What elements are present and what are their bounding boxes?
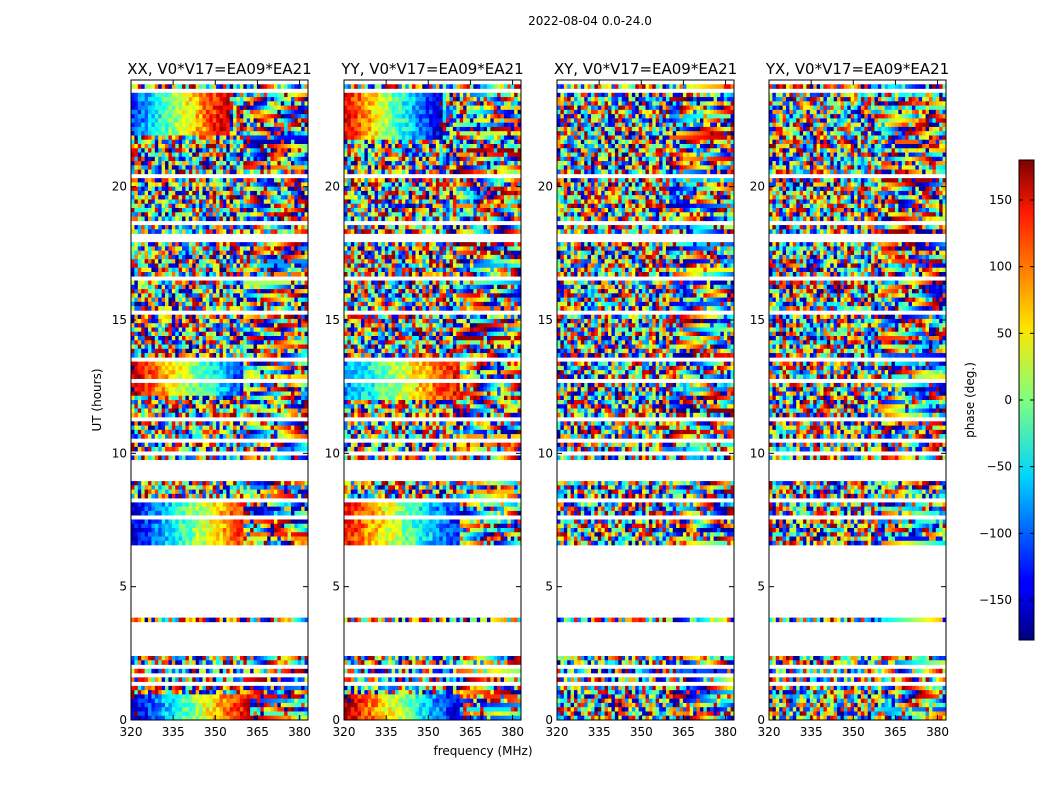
panel-title: YX, V0*V17=EA09*EA21 xyxy=(765,60,949,78)
phase-heatmap xyxy=(769,80,946,720)
x-tick-label: 380 xyxy=(926,725,949,739)
x-tick-label: 365 xyxy=(246,725,269,739)
colorbar-tick-label: −100 xyxy=(979,526,1012,540)
colorbar-tick-label: −50 xyxy=(987,460,1012,474)
y-tick-label: 15 xyxy=(112,313,127,327)
panel-frame xyxy=(343,79,522,721)
y-tick-label: 10 xyxy=(325,446,340,460)
x-tick-label: 380 xyxy=(288,725,311,739)
x-tick-label: 380 xyxy=(501,725,524,739)
panel-title: XX, V0*V17=EA09*EA21 xyxy=(127,60,311,78)
y-tick-label: 5 xyxy=(119,580,127,594)
panel-frame xyxy=(130,79,309,721)
y-tick-label: 15 xyxy=(325,313,340,327)
panel-title: YY, V0*V17=EA09*EA21 xyxy=(340,60,523,78)
x-tick-label: 320 xyxy=(546,725,569,739)
x-tick-label: 350 xyxy=(417,725,440,739)
x-tick-label: 320 xyxy=(120,725,143,739)
x-tick-label: 335 xyxy=(162,725,185,739)
colorbar-tick-label: 150 xyxy=(989,193,1012,207)
colorbar-tick-label: −150 xyxy=(979,593,1012,607)
phase-heatmap xyxy=(557,80,734,720)
phase-heatmap xyxy=(344,80,521,720)
x-tick-label: 350 xyxy=(630,725,653,739)
x-tick-label: 365 xyxy=(884,725,907,739)
panel-title: XY, V0*V17=EA09*EA21 xyxy=(554,60,737,78)
x-tick-label: 335 xyxy=(800,725,823,739)
x-tick-label: 365 xyxy=(459,725,482,739)
panel-yx: YX, V0*V17=EA09*EA21 0 5 10 15 20 320 335 350 365… xyxy=(750,60,949,739)
x-tick-label: 365 xyxy=(672,725,695,739)
x-tick-label: 350 xyxy=(842,725,865,739)
y-tick-label: 5 xyxy=(757,580,765,594)
phase-heatmap xyxy=(131,80,308,720)
x-tick-label: 320 xyxy=(333,725,356,739)
y-tick-label: 20 xyxy=(112,180,127,194)
panel-xx: XX, V0*V17=EA09*EA21 0 5 10 15 20 320 335 350 365… xyxy=(112,60,312,739)
x-tick-label: 380 xyxy=(714,725,737,739)
x-tick-label: 335 xyxy=(375,725,398,739)
y-tick-label: 10 xyxy=(112,446,127,460)
panel-xy: XY, V0*V17=EA09*EA21 0 5 10 15 20 320 335 350 365… xyxy=(538,60,737,739)
y-tick-label: 15 xyxy=(750,313,765,327)
y-tick-label: 0 xyxy=(119,713,127,727)
colorbar-tick-label: 100 xyxy=(989,260,1012,274)
y-tick-label: 10 xyxy=(750,446,765,460)
y-tick-label: 5 xyxy=(332,580,340,594)
panel-frame xyxy=(556,79,735,721)
y-tick-label: 0 xyxy=(545,713,553,727)
y-tick-label: 20 xyxy=(750,180,765,194)
colorbar-tick-label: 50 xyxy=(997,326,1012,340)
x-tick-label: 320 xyxy=(758,725,781,739)
figure-suptitle: 2022-08-04 0.0-24.0 xyxy=(0,14,1050,28)
colorbar-label: phase (deg.) xyxy=(963,362,977,438)
panel-frame xyxy=(768,79,947,721)
x-axis-label: frequency (MHz) xyxy=(433,744,532,758)
y-tick-label: 0 xyxy=(332,713,340,727)
colorbar: 150 100 50 0 −50 −100 −150 xyxy=(979,159,1035,641)
y-tick-label: 20 xyxy=(538,180,553,194)
y-tick-label: 0 xyxy=(757,713,765,727)
y-tick-label: 10 xyxy=(538,446,553,460)
x-tick-label: 350 xyxy=(204,725,227,739)
y-tick-label: 15 xyxy=(538,313,553,327)
colorbar-tick-label: 0 xyxy=(1004,393,1012,407)
y-tick-label: 20 xyxy=(325,180,340,194)
y-axis-label: UT (hours) xyxy=(90,368,104,431)
x-tick-label: 335 xyxy=(588,725,611,739)
panel-yy: YY, V0*V17=EA09*EA21 0 5 10 15 20 320 335 350 365… xyxy=(325,60,524,739)
y-tick-label: 5 xyxy=(545,580,553,594)
